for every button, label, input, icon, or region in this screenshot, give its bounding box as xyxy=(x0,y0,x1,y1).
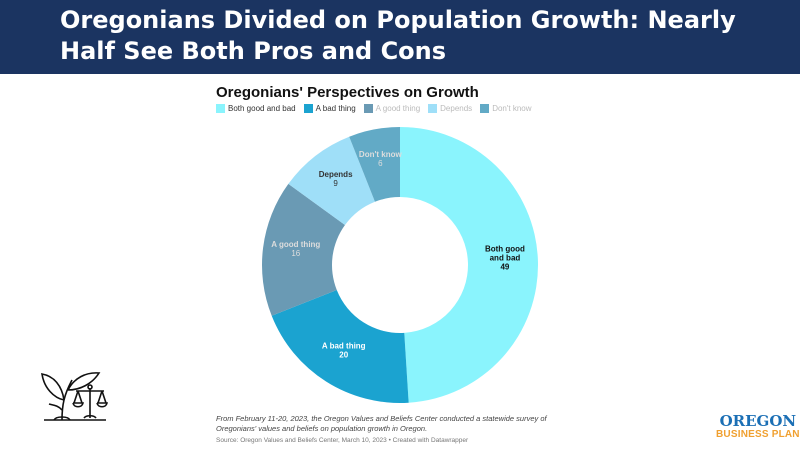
legend-swatch xyxy=(428,104,438,113)
legend-label: A good thing xyxy=(375,104,421,113)
donut-slice[interactable] xyxy=(400,127,538,403)
legend-item[interactable]: A bad thing xyxy=(303,104,356,113)
donut-slice[interactable] xyxy=(271,290,409,404)
legend-swatch xyxy=(480,104,490,113)
slice-label: Both good and bad 49 xyxy=(485,245,525,272)
slice-label: A good thing 16 xyxy=(271,240,320,258)
source-line: Source: Oregon Values and Beliefs Center… xyxy=(216,437,469,444)
legend-item[interactable]: Both good and bad xyxy=(216,104,296,113)
page-title: Oregonians Divided on Population Growth:… xyxy=(60,6,736,65)
legend-label: Both good and bad xyxy=(228,104,296,113)
donut-slice[interactable] xyxy=(288,136,375,226)
chart-title: Oregonians' Perspectives on Growth xyxy=(216,84,479,101)
legend-label: Don't know xyxy=(492,104,532,113)
legend-item[interactable]: Depends xyxy=(428,104,472,113)
legend-label: A bad thing xyxy=(315,104,356,113)
slice-label: Don't know 6 xyxy=(359,150,403,168)
slice-label: Depends 9 xyxy=(319,170,353,188)
donut-slice[interactable] xyxy=(349,127,400,202)
oregon-business-plan-logo: OREGON BUSINESS PLAN xyxy=(716,412,800,441)
plant-scales-icon xyxy=(41,372,108,421)
donut-slice[interactable] xyxy=(262,183,345,316)
chart-legend: Both good and bad A bad thing A good thing… xyxy=(216,104,532,113)
legend-swatch xyxy=(303,104,313,113)
legend-label: Depends xyxy=(440,104,473,113)
legend-item[interactable]: A good thing xyxy=(363,104,421,113)
legend-item[interactable]: Don't know xyxy=(480,104,532,113)
header-banner: Oregonians Divided on Population Growth:… xyxy=(0,0,800,74)
legend-swatch xyxy=(363,104,373,113)
legend-swatch xyxy=(216,104,225,113)
slice-label: A bad thing 20 xyxy=(322,342,366,360)
footnote: From February 11-20, 2023, the Oregon Va… xyxy=(216,414,547,433)
